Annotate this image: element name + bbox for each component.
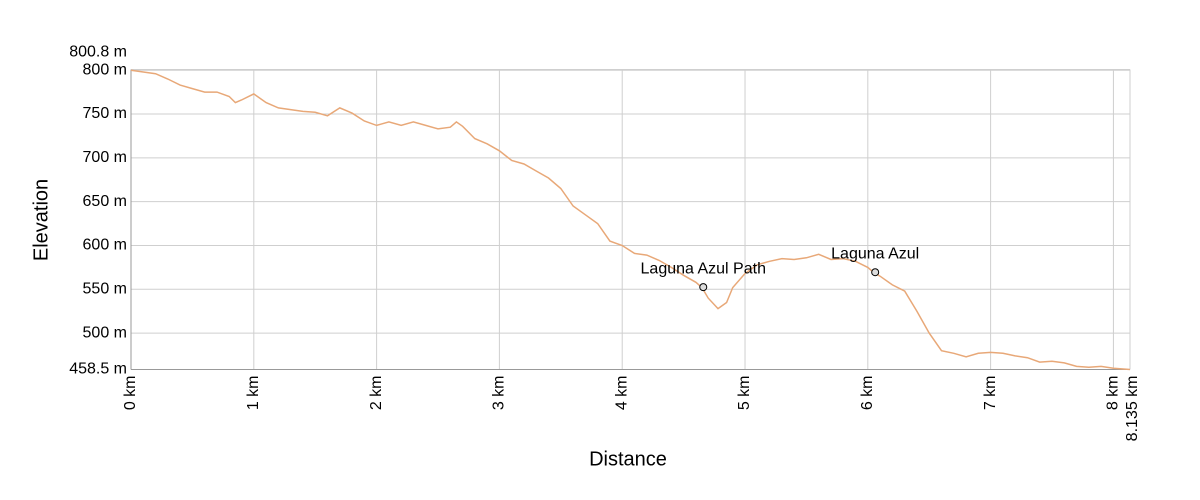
x-tick-label: 0 km bbox=[122, 376, 139, 411]
y-tick-label: 800 m bbox=[83, 61, 127, 78]
waypoint-marker bbox=[699, 283, 708, 292]
y-tick-label: 600 m bbox=[83, 237, 127, 254]
y-tick-label: 458.5 m bbox=[69, 361, 127, 378]
x-tick-label: 4 km bbox=[613, 376, 630, 411]
x-tick-label: 5 km bbox=[736, 376, 753, 411]
y-tick-label: 650 m bbox=[83, 193, 127, 210]
y-axis-title: Elevation bbox=[30, 179, 52, 261]
x-axis-title: Distance bbox=[589, 448, 667, 470]
x-tick-label: 1 km bbox=[245, 376, 262, 411]
x-tick-label: 6 km bbox=[859, 376, 876, 411]
x-tick-label: 8 km bbox=[1105, 376, 1122, 411]
y-tick-label: 700 m bbox=[83, 149, 127, 166]
waypoint-label: Laguna Azul bbox=[831, 245, 919, 262]
waypoint-label: Laguna Azul Path bbox=[641, 260, 766, 277]
waypoint-marker bbox=[871, 268, 880, 277]
x-tick-label: 2 km bbox=[368, 376, 385, 411]
y-tick-label: 750 m bbox=[83, 105, 127, 122]
elevation-line bbox=[130, 69, 1131, 371]
y-tick-label: 550 m bbox=[83, 281, 127, 298]
y-tick-label: 800.8 m bbox=[69, 44, 127, 61]
x-tick-label: 8.135 km bbox=[1124, 376, 1141, 442]
x-tick-label: 3 km bbox=[491, 375, 508, 410]
x-tick-label: 7 km bbox=[982, 375, 999, 410]
y-tick-label: 500 m bbox=[83, 324, 127, 341]
